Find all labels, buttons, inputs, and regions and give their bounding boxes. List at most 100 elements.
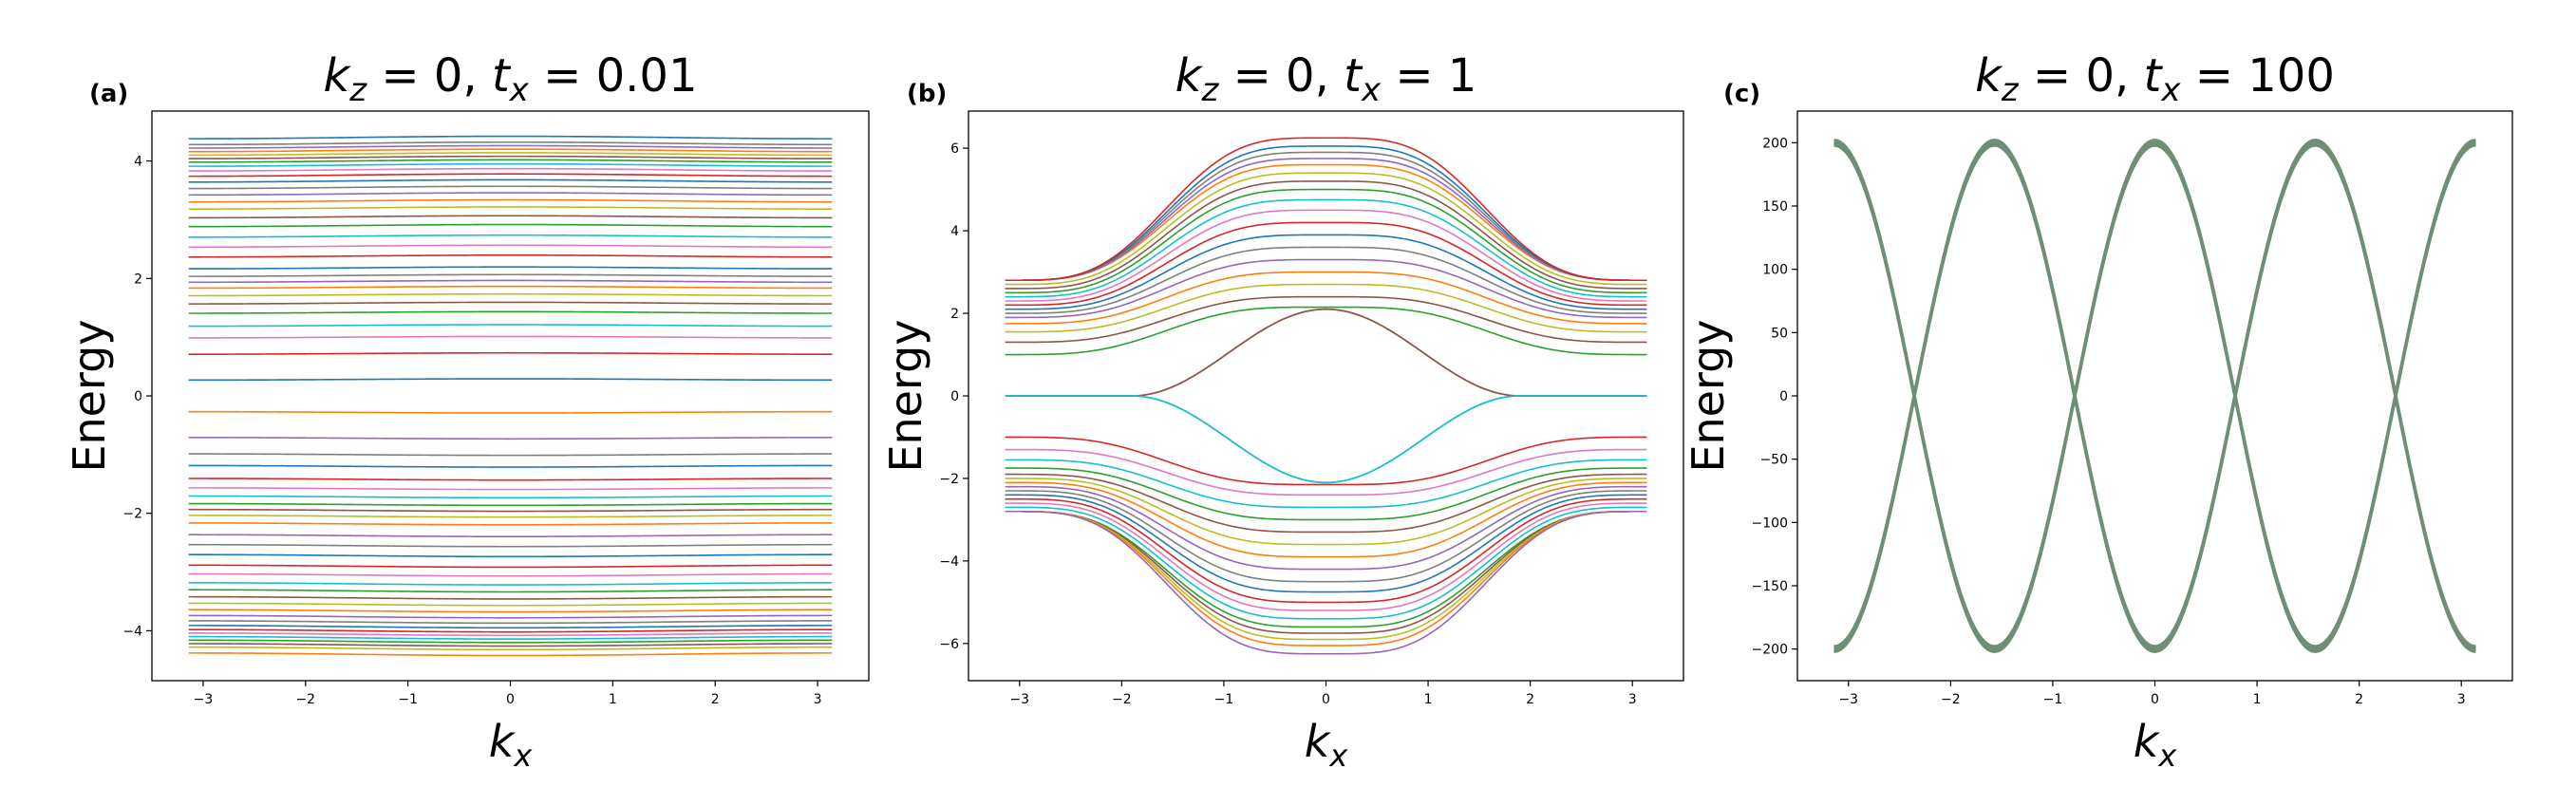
series-line (1005, 172, 1647, 286)
series-line (188, 534, 833, 537)
panel-b: −3 −2 −1 0 1 2 3 −6 −4 −2 0 2 4 6 kz = 0, tx = 1 kx Ener… (880, 49, 1684, 774)
series-line (188, 273, 833, 277)
series-line (188, 632, 833, 637)
y-tick-label: −2 (122, 507, 142, 522)
series-line (1833, 144, 2476, 653)
y-tick-label: −50 (1759, 453, 1788, 468)
x-tick-label: 0 (506, 692, 515, 707)
series-line (188, 502, 833, 507)
x-tick-label: 1 (1424, 692, 1433, 707)
series-line (188, 192, 833, 197)
series-line (188, 602, 833, 607)
series-line (1833, 139, 2476, 647)
series-line (188, 609, 833, 613)
band-lines (1833, 139, 2476, 653)
chart-title: kz = 0, tx = 0.01 (323, 49, 697, 109)
series-line (188, 266, 833, 270)
x-tick-label: 3 (2457, 692, 2466, 707)
panel-tag-a: (a) (89, 80, 129, 108)
series-line (1833, 141, 2476, 651)
series-line (188, 635, 833, 640)
y-tick-label: −4 (939, 554, 959, 570)
series-line (1005, 485, 1647, 571)
series-line (188, 515, 833, 518)
x-tick-label: 3 (1628, 692, 1637, 707)
series-line (1005, 481, 1647, 558)
series-line (1005, 473, 1647, 534)
series-line (1833, 144, 2476, 653)
y-tick-label: 6 (950, 141, 959, 157)
y-tick-label: −4 (122, 624, 142, 639)
y-tick-label: −100 (1752, 515, 1788, 531)
x-tick-label: 2 (2355, 692, 2363, 707)
chart-title: kz = 0, tx = 1 (1175, 49, 1477, 109)
x-tick-label: 2 (711, 692, 720, 707)
x-tick-label: 2 (1526, 692, 1534, 707)
series-line (1005, 151, 1647, 282)
panel-a: −3 −2 −1 0 1 2 3 −4 −2 0 2 4 kz = 0, tx = 0.01 kx Ener… (64, 49, 870, 774)
series-line (188, 178, 833, 183)
series-line (188, 351, 833, 355)
series-line (188, 301, 833, 305)
series-line (188, 495, 833, 499)
series-line (1833, 142, 2476, 652)
series-line (1005, 502, 1647, 611)
series-line (1005, 234, 1647, 310)
series-line (1005, 490, 1647, 583)
series-line (1005, 308, 1647, 397)
x-tick-label: 1 (2253, 692, 2262, 707)
series-line (188, 223, 833, 228)
series-line (188, 437, 833, 440)
series-line (188, 595, 833, 600)
series-line (1005, 295, 1647, 344)
band-lines (188, 135, 833, 657)
series-line (188, 378, 833, 382)
series-line (188, 646, 833, 651)
series-line (1833, 141, 2476, 650)
series-line (188, 324, 833, 328)
x-tick-label: −2 (295, 692, 315, 707)
x-axis-label: kx (1305, 716, 1349, 774)
y-tick-label: 0 (134, 389, 142, 404)
series-line (188, 310, 833, 314)
series-line (1005, 459, 1647, 509)
chart-title: kz = 0, tx = 100 (1975, 49, 2335, 109)
series-line (188, 508, 833, 513)
series-line (188, 625, 833, 629)
series-line (1005, 145, 1647, 282)
y-tick-label: 0 (950, 389, 959, 404)
series-line (1005, 467, 1647, 521)
series-line (188, 620, 833, 625)
band-lines (1005, 137, 1647, 655)
y-axis-label: Energy (1683, 319, 1734, 472)
y-axis-label: Energy (880, 319, 931, 472)
series-line (188, 572, 833, 577)
series-line (188, 410, 833, 414)
y-tick-label: 100 (1762, 263, 1788, 278)
series-line (188, 185, 833, 190)
series-line (1005, 436, 1647, 486)
series-line (188, 453, 833, 457)
series-line (188, 478, 833, 481)
series-line (188, 173, 833, 178)
series-line (188, 543, 833, 548)
x-axis-label: kx (489, 716, 534, 774)
series-line (188, 464, 833, 468)
series-line (188, 144, 833, 149)
series-line (188, 292, 833, 297)
series-line (1833, 141, 2476, 651)
series-line (188, 628, 833, 633)
y-tick-label: 150 (1762, 199, 1788, 215)
x-tick-label: −1 (398, 692, 418, 707)
series-line (188, 582, 833, 586)
series-line (188, 254, 833, 258)
y-axis-label: Energy (64, 319, 115, 472)
series-line (1833, 142, 2476, 652)
y-tick-label: 0 (1779, 389, 1788, 404)
series-line (188, 639, 833, 644)
series-line (188, 643, 833, 647)
series-line (1833, 140, 2476, 649)
series-line (188, 152, 833, 157)
series-line (188, 141, 833, 146)
series-line (188, 522, 833, 526)
